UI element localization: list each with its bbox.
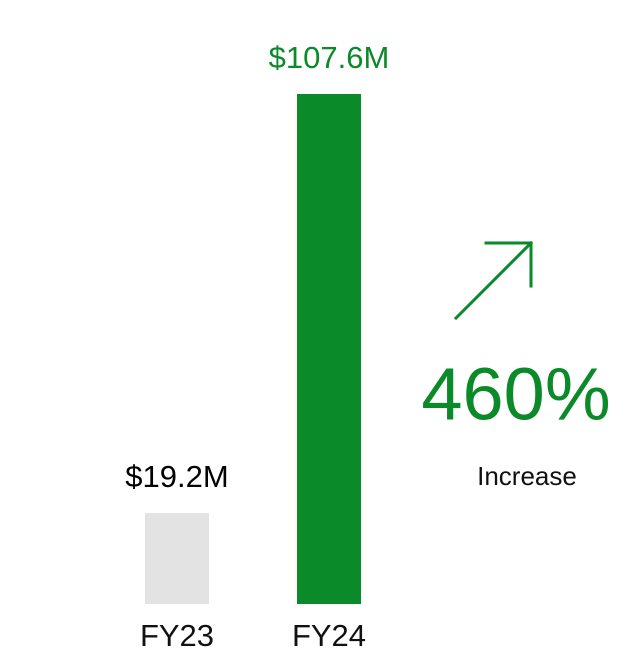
increase-arrow (453, 240, 534, 321)
arrow-shaft (453, 240, 534, 321)
value-label: $107.6M (269, 40, 390, 75)
increase-caption: Increase (477, 461, 577, 491)
arrow-head (484, 241, 533, 288)
value-label: $19.2M (125, 459, 228, 494)
x-tick-label: FY23 (140, 618, 214, 653)
bar (297, 94, 361, 604)
x-tick-label: FY24 (292, 618, 366, 653)
bar (145, 512, 209, 604)
increase-percent: 460% (421, 353, 610, 436)
